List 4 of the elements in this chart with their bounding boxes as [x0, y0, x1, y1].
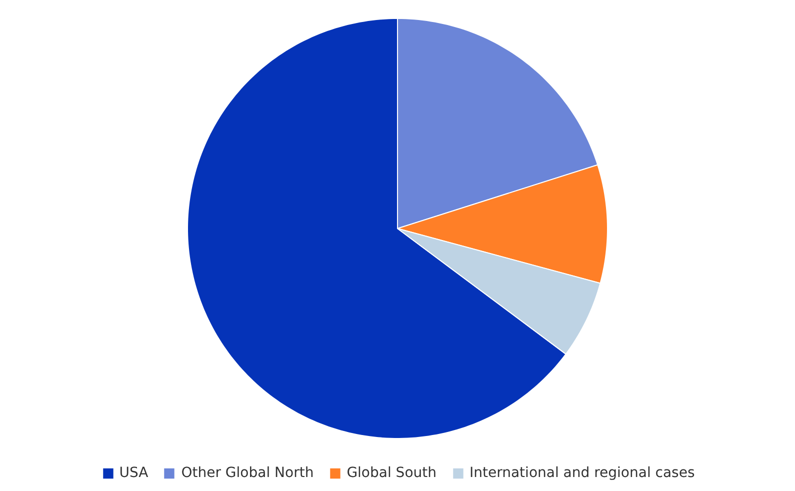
legend-label: Other Global North	[181, 465, 314, 481]
legend-label: Global South	[346, 465, 436, 481]
legend-label: USA	[119, 465, 148, 481]
legend-label: International and regional cases	[469, 465, 695, 481]
